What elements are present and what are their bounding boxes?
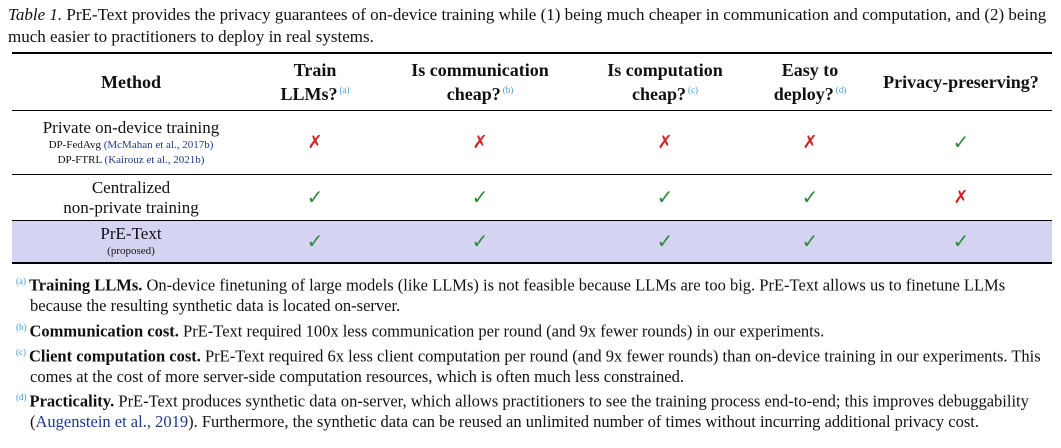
cross-icon: ✗ bbox=[802, 132, 818, 152]
header-privacy: Privacy-preserving? bbox=[870, 52, 1052, 111]
check-icon: ✓ bbox=[801, 230, 819, 253]
footnote-d: (d) Practicality. PrE-Text produces synth… bbox=[16, 391, 1029, 432]
header-communication: Is communication cheap? (b) bbox=[380, 52, 580, 111]
check-icon: ✓ bbox=[656, 230, 674, 253]
table-row-highlighted: PrE-Text (proposed) ✓ ✓ ✓ ✓ ✓ bbox=[12, 220, 1052, 264]
header-row: Method Train LLMs? (a) Is communication c… bbox=[12, 52, 1052, 111]
header-train-llms: Train LLMs? (a) bbox=[250, 52, 380, 111]
table-footnotes: (a) Training LLMs. On-device finetuning o… bbox=[8, 271, 1056, 433]
method-title: Private on-device training bbox=[42, 117, 220, 137]
caption-text: PrE-Text provides the privacy guarantees… bbox=[8, 5, 1047, 46]
cross-icon: ✗ bbox=[472, 132, 488, 152]
table-row: Centralized non-private training ✓ ✓ ✓ ✓… bbox=[12, 174, 1052, 221]
method-cell: PrE-Text (proposed) bbox=[12, 220, 250, 264]
method-cell: Private on-device training DP-FedAvg (Mc… bbox=[12, 110, 250, 175]
footnote-b: (b) Communication cost. PrE-Text required… bbox=[16, 321, 825, 340]
comparison-table: Method Train LLMs? (a) Is communication c… bbox=[12, 52, 1052, 264]
check-icon: ✓ bbox=[656, 187, 674, 209]
check-icon: ✓ bbox=[471, 230, 489, 253]
cross-icon: ✗ bbox=[307, 132, 323, 152]
check-icon: ✓ bbox=[471, 187, 489, 209]
table-caption: Table 1. PrE-Text provides the privacy g… bbox=[8, 4, 1056, 48]
check-icon: ✓ bbox=[952, 132, 970, 154]
citation-link[interactable]: Augenstein et al., 2019 bbox=[35, 412, 189, 431]
table-row: Private on-device training DP-FedAvg (Mc… bbox=[12, 110, 1052, 175]
method-sub-dp-fedavg: DP-FedAvg (McMahan et al., 2017b) bbox=[48, 138, 214, 151]
method-cell: Centralized non-private training bbox=[12, 174, 250, 221]
check-icon: ✓ bbox=[952, 230, 970, 253]
method-sub-dp-ftrl: DP-FTRL (Kairouz et al., 2021b) bbox=[57, 153, 205, 166]
cross-icon: ✗ bbox=[953, 187, 969, 207]
check-icon: ✓ bbox=[306, 230, 324, 253]
citation-link[interactable]: (Kairouz et al., 2021b) bbox=[104, 153, 205, 166]
cross-icon: ✗ bbox=[657, 132, 673, 152]
check-icon: ✓ bbox=[801, 187, 819, 209]
citation-link[interactable]: (McMahan et al., 2017b) bbox=[103, 138, 214, 151]
footnote-c: (c) Client computation cost. PrE-Text req… bbox=[16, 346, 1041, 386]
header-computation: Is computation cheap? (c) bbox=[580, 52, 750, 111]
footnote-a: (a) Training LLMs. On-device finetuning o… bbox=[16, 275, 1006, 316]
check-icon: ✓ bbox=[306, 187, 324, 209]
caption-label: Table 1. bbox=[8, 5, 63, 24]
header-easy-deploy: Easy to deploy? (d) bbox=[750, 52, 870, 111]
header-method: Method bbox=[12, 52, 250, 111]
